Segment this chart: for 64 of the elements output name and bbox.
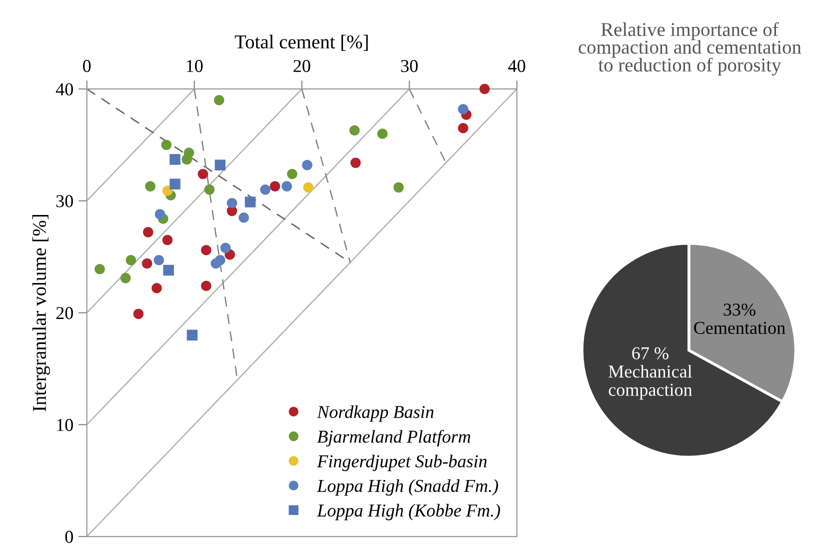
chart-title: Relative importance of compaction and cementation to reduction of porosity — [578, 22, 802, 76]
point — [201, 244, 212, 256]
point — [204, 184, 215, 195]
point — [182, 154, 192, 165]
point — [282, 181, 292, 192]
y-tick-label: 40 — [56, 83, 73, 96]
point — [154, 255, 164, 266]
point — [393, 182, 404, 193]
y-axis-title: Intergranular volume [%] — [32, 215, 50, 412]
slice-label: Cementation — [694, 322, 786, 334]
point — [170, 178, 180, 190]
point — [133, 308, 144, 320]
point — [287, 168, 298, 180]
legend-label: Nordkapp Basin — [316, 405, 434, 422]
point — [163, 264, 174, 276]
point — [142, 227, 154, 238]
point — [152, 282, 162, 294]
point — [214, 160, 226, 170]
point — [479, 84, 490, 94]
point — [303, 182, 314, 193]
legend-label: Fingerdjupet Sub-basin — [316, 454, 487, 472]
point — [270, 181, 280, 192]
x-tick-label: 30 — [401, 60, 418, 72]
point — [198, 168, 208, 180]
point — [244, 196, 256, 208]
point — [238, 212, 249, 223]
point — [260, 184, 270, 195]
point — [458, 122, 468, 134]
point — [226, 198, 238, 208]
point — [161, 140, 172, 150]
data-label: 33% — [724, 304, 756, 316]
point — [145, 181, 156, 192]
point — [214, 95, 224, 106]
point — [162, 186, 173, 196]
point — [170, 154, 180, 165]
point — [201, 280, 212, 292]
legend-label: Bjarmeland Platform — [317, 430, 470, 446]
x-tick-label: 10 — [186, 60, 203, 72]
point — [142, 258, 152, 269]
point — [186, 330, 198, 341]
y-tick-label: 0 — [65, 530, 73, 543]
y-tick-label: 20 — [56, 307, 73, 320]
x-tick-label: 0 — [83, 60, 91, 72]
slice-label: Mechanical compaction — [608, 364, 692, 400]
point — [220, 242, 231, 253]
data-label: 67 % — [632, 347, 668, 360]
point — [162, 234, 173, 246]
point — [377, 128, 388, 139]
point — [349, 125, 360, 136]
x-tick-label: 40 — [508, 60, 526, 72]
x-tick-label: 20 — [294, 60, 310, 72]
point — [94, 264, 105, 274]
point — [350, 158, 361, 168]
point — [154, 209, 166, 220]
point — [302, 160, 312, 170]
legend-label: Loppa High (Kobbe Fm.) — [316, 504, 500, 520]
point — [458, 104, 468, 114]
y-tick-label: 10 — [57, 418, 73, 432]
x-axis-title: Total cement [%] — [234, 34, 368, 51]
y-tick-label: 30 — [56, 195, 73, 208]
point — [126, 255, 136, 266]
legend-label: Loppa High (Snadd Fm.) — [316, 479, 498, 496]
point — [210, 258, 221, 269]
point — [120, 272, 131, 284]
